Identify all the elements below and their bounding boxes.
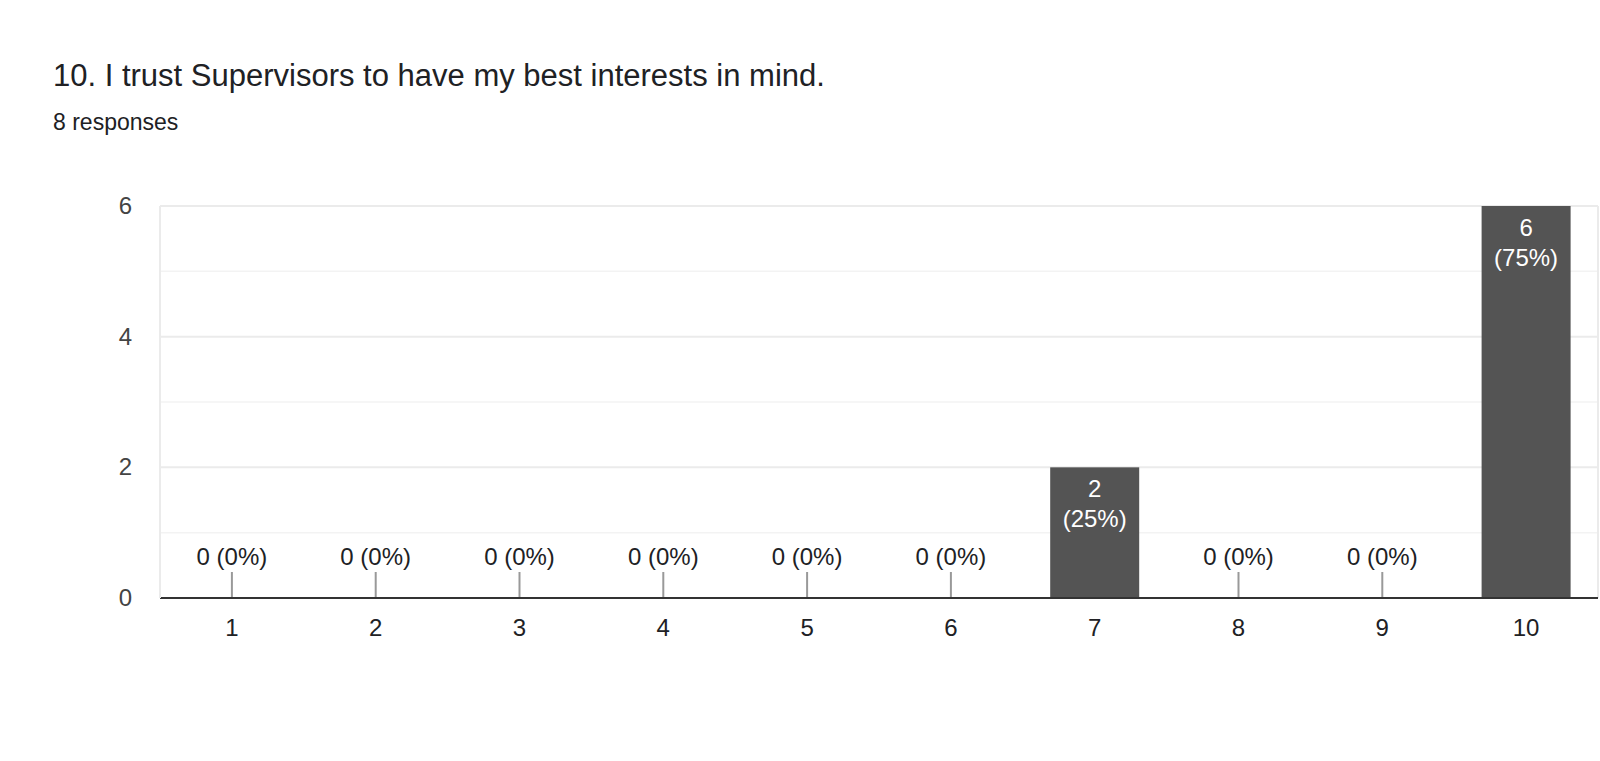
label-connector [662,572,664,598]
grid-line [160,466,1598,468]
data-label: 0 (0%) [1203,543,1274,570]
data-label: 0 (0%) [916,543,987,570]
x-tick-label: 2 [369,614,382,641]
x-tick-label: 1 [225,614,238,641]
x-tick-label: 9 [1376,614,1389,641]
minor-grid-line [160,532,1598,534]
x-tick-label: 4 [657,614,670,641]
data-label-line: (75%) [1494,244,1558,271]
subtitle: 8 responses [53,109,178,135]
data-label: 0 (0%) [772,543,843,570]
minor-grid-line [160,401,1598,403]
x-tick-label: 8 [1232,614,1245,641]
grid-line [160,205,1598,207]
x-tick-label: 3 [513,614,526,641]
label-connector [950,572,952,598]
label-connector [1238,572,1240,598]
x-tick-label: 10 [1513,614,1540,641]
plot-frame [1597,206,1599,598]
data-label: 0 (0%) [197,543,268,570]
data-label: 0 (0%) [484,543,555,570]
chart-root: 10. I trust Supervisors to have my best … [0,0,1600,761]
y-tick-label: 2 [119,453,132,480]
label-connector [519,572,521,598]
minor-grid-line [160,271,1598,273]
labels: 0 (0%) 0 (0%) 0 (0%) 0 (0%) 0 (0%) 0 (0%) 2 (25… [197,214,1559,598]
y-tick-label: 0 [119,584,132,611]
x-tick-label: 5 [800,614,813,641]
bar [1482,206,1571,598]
data-label: 6 (75%) [1494,214,1558,271]
data-label-line: (25%) [1063,505,1127,532]
data-label: 0 (0%) [340,543,411,570]
y-tick-label: 6 [119,192,132,219]
y-axis-line [159,206,161,598]
bar [1050,467,1139,598]
data-label: 0 (0%) [1347,543,1418,570]
data-label-line: 2 [1088,475,1101,502]
data-label: 0 (0%) [628,543,699,570]
y-tick-label: 4 [119,323,132,350]
data-label-line: 6 [1519,214,1532,241]
label-connector [231,572,233,598]
data-label: 2 (25%) [1063,475,1127,532]
x-tick-label: 6 [944,614,957,641]
x-axis-line [160,597,1598,599]
x-tick-label: 7 [1088,614,1101,641]
bars [1050,206,1570,598]
label-connector [806,572,808,598]
chart: 10. I trust Supervisors to have my best … [0,0,1600,761]
grid-line [160,597,1598,599]
grid-line [160,336,1598,338]
label-connector [375,572,377,598]
title: 10. I trust Supervisors to have my best … [53,58,825,93]
label-connector [1381,572,1383,598]
